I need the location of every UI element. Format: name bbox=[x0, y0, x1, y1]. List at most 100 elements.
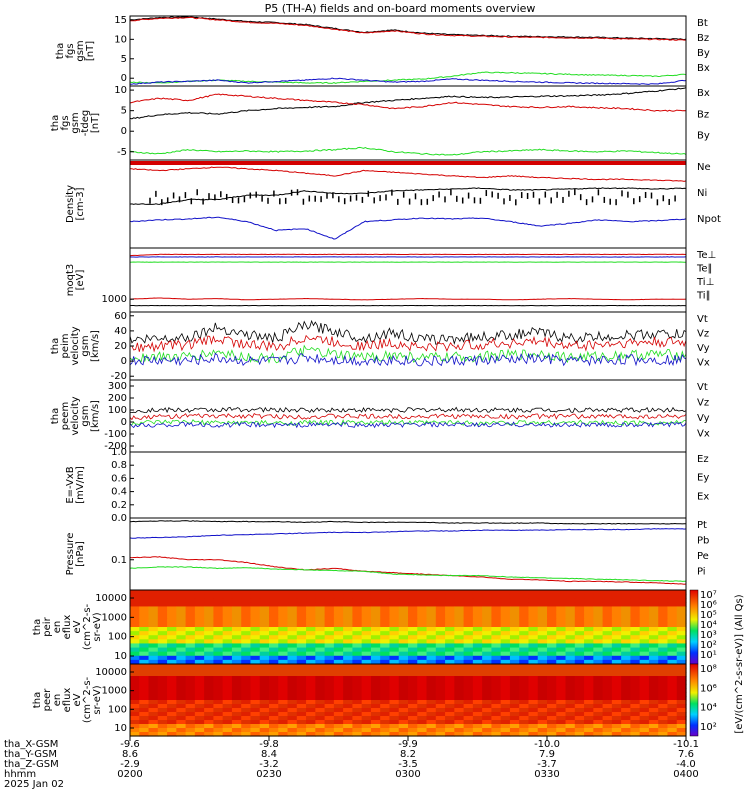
heatmap-cell bbox=[426, 647, 437, 653]
series-line-Ti∥ bbox=[129, 297, 687, 301]
heatmap-cell bbox=[296, 639, 307, 645]
heatmap-cell bbox=[463, 684, 474, 689]
heatmap-cell bbox=[370, 643, 381, 649]
heatmap-cell bbox=[547, 700, 557, 705]
heatmap-cell bbox=[333, 631, 344, 636]
heatmap-cell bbox=[278, 720, 289, 725]
heatmap-cell bbox=[343, 618, 353, 624]
heatmap-cell bbox=[241, 732, 252, 737]
heatmap-cell bbox=[547, 716, 557, 721]
heatmap-cell bbox=[537, 659, 548, 665]
heatmap-cell bbox=[584, 651, 594, 657]
heatmap-cell bbox=[565, 732, 576, 737]
heatmap-cell bbox=[343, 598, 353, 603]
heatmap-cell bbox=[648, 712, 659, 717]
heatmap-cell bbox=[593, 700, 604, 705]
heatmap-cell bbox=[454, 622, 465, 628]
heatmap-cell bbox=[445, 598, 455, 603]
heatmap-cell bbox=[352, 606, 363, 612]
heatmap-cell bbox=[491, 643, 502, 649]
heatmap-cell bbox=[435, 651, 446, 657]
heatmap-cell bbox=[315, 696, 326, 701]
heatmap-cell bbox=[259, 664, 270, 669]
heatmap-cell bbox=[408, 590, 418, 595]
heatmap-cell bbox=[333, 724, 344, 729]
ylabel-efield: E=-VxB[mV/m] bbox=[65, 466, 86, 504]
heatmap-cell bbox=[611, 631, 622, 636]
heatmap-cell bbox=[519, 643, 530, 649]
heatmap-cell bbox=[130, 684, 140, 689]
heatmap-cell bbox=[139, 676, 150, 681]
panel-frame bbox=[129, 311, 687, 381]
heatmap-cell bbox=[296, 606, 307, 612]
heatmap-cell bbox=[584, 664, 594, 669]
heatmap-cell bbox=[185, 590, 196, 595]
heatmap-cell bbox=[648, 606, 659, 612]
heatmap-cell bbox=[519, 724, 530, 729]
heatmap-cell bbox=[296, 631, 307, 636]
heatmap-cell bbox=[167, 655, 177, 661]
heatmap-cell bbox=[157, 692, 168, 697]
heatmap-cell bbox=[259, 732, 270, 737]
heatmap-cell bbox=[306, 700, 316, 705]
heatmap-cell bbox=[333, 692, 344, 697]
heatmap-cell bbox=[445, 594, 455, 599]
heatmap-cell bbox=[472, 664, 483, 669]
heatmap-cell bbox=[463, 647, 474, 653]
heatmap-cell bbox=[667, 728, 678, 733]
heatmap-cell bbox=[361, 732, 372, 737]
heatmap-cell bbox=[519, 598, 530, 603]
heatmap-cell bbox=[500, 712, 511, 717]
heatmap-cell bbox=[361, 631, 372, 636]
ylabel-line: tha bbox=[55, 43, 66, 59]
heatmap-cell bbox=[194, 716, 205, 721]
heatmap-cell bbox=[306, 688, 316, 693]
heatmap-cell bbox=[593, 708, 604, 713]
heatmap-cell bbox=[324, 643, 335, 649]
heatmap-cell bbox=[380, 590, 391, 595]
heatmap-cell bbox=[519, 696, 530, 701]
heatmap-cell bbox=[157, 680, 168, 685]
heatmap-cell bbox=[676, 614, 687, 620]
heatmap-cell bbox=[222, 684, 233, 689]
heatmap-cell bbox=[621, 594, 631, 599]
heatmap-cell bbox=[574, 724, 585, 729]
heatmap-cell bbox=[417, 668, 428, 673]
heatmap-cell bbox=[333, 614, 344, 620]
heatmap-cell bbox=[157, 614, 168, 620]
heatmap-cell bbox=[352, 631, 363, 636]
heatmap-cell bbox=[639, 610, 650, 616]
heatmap-cell bbox=[343, 700, 353, 705]
heatmap-cell bbox=[408, 627, 418, 632]
heatmap-cell bbox=[584, 655, 594, 661]
heatmap-cell bbox=[472, 618, 483, 624]
heatmap-cell bbox=[194, 720, 205, 725]
heatmap-cell bbox=[454, 590, 465, 595]
heatmap-cell bbox=[463, 668, 474, 673]
heatmap-cell bbox=[676, 676, 687, 681]
heatmap-cell bbox=[287, 614, 298, 620]
heatmap-cell bbox=[537, 651, 548, 657]
heatmap-cell bbox=[130, 635, 140, 640]
heatmap-cell bbox=[315, 672, 326, 677]
heatmap-cell bbox=[278, 627, 289, 632]
heatmap-cell bbox=[315, 716, 326, 721]
heatmap-cell bbox=[352, 643, 363, 649]
heatmap-cell bbox=[491, 664, 502, 669]
heatmap-cell bbox=[269, 724, 279, 729]
heatmap-cell bbox=[435, 639, 446, 645]
heatmap-cell bbox=[241, 610, 252, 616]
heatmap-cell bbox=[259, 643, 270, 649]
heatmap-cell bbox=[639, 622, 650, 628]
heatmap-cell bbox=[231, 655, 242, 661]
heatmap-cell bbox=[148, 684, 159, 689]
heatmap-cell bbox=[352, 716, 363, 721]
heatmap-cell bbox=[398, 639, 409, 645]
heatmap-cell bbox=[241, 728, 252, 733]
heatmap-cell bbox=[306, 680, 316, 685]
ytick-label: 0 bbox=[121, 417, 127, 428]
heatmap-cell bbox=[537, 655, 548, 661]
heatmap-cell bbox=[380, 688, 391, 693]
heatmap-cell bbox=[602, 647, 613, 653]
heatmap-cell bbox=[472, 606, 483, 612]
